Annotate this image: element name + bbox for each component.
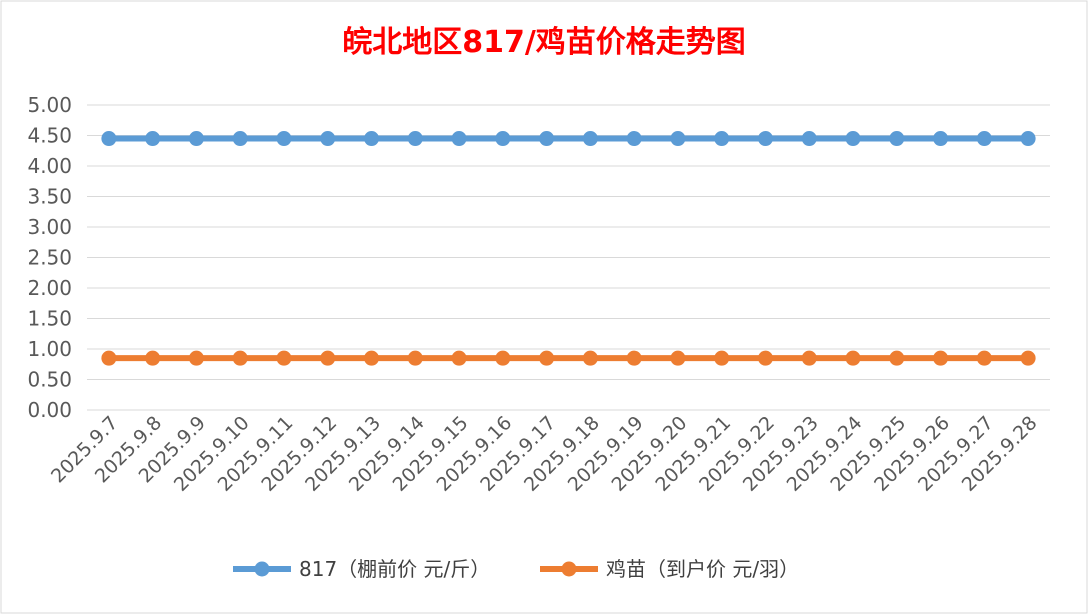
data-point — [670, 350, 686, 366]
data-point — [188, 131, 204, 147]
data-point — [451, 131, 467, 147]
data-point — [714, 350, 730, 366]
data-point — [582, 131, 598, 147]
y-tick-label: 1.00 — [27, 337, 72, 361]
data-point — [407, 131, 423, 147]
y-tick-label: 4.00 — [27, 154, 72, 178]
data-point — [101, 350, 117, 366]
data-point — [757, 131, 773, 147]
legend-item: 鸡苗（到户价 元/羽） — [540, 557, 799, 581]
data-point — [407, 350, 423, 366]
data-point — [889, 350, 905, 366]
y-tick-label: 3.50 — [27, 185, 72, 209]
y-tick-label: 4.50 — [27, 124, 72, 148]
data-point — [276, 350, 292, 366]
data-point — [889, 131, 905, 147]
data-point — [626, 131, 642, 147]
data-point — [145, 131, 161, 147]
data-point — [714, 131, 730, 147]
y-tick-label: 2.50 — [27, 246, 72, 270]
data-point — [539, 350, 555, 366]
y-axis-ticks: 0.00 0.50 1.00 1.50 2.00 2.50 3.00 3.50 4.00 4.50… — [27, 93, 72, 422]
y-tick-label: 5.00 — [27, 93, 72, 117]
data-point — [976, 131, 992, 147]
y-tick-label: 2.00 — [27, 276, 72, 300]
series-2 — [101, 350, 1036, 366]
data-point — [670, 131, 686, 147]
data-point — [626, 350, 642, 366]
data-point — [101, 131, 117, 147]
data-point — [320, 350, 336, 366]
legend: 817（棚前价 元/斤） 鸡苗（到户价 元/羽） — [233, 557, 799, 581]
data-point — [757, 350, 773, 366]
data-point — [495, 131, 511, 147]
legend-marker — [561, 561, 577, 577]
data-point — [801, 350, 817, 366]
gridlines — [87, 104, 1050, 411]
data-point — [539, 131, 555, 147]
data-point — [495, 350, 511, 366]
y-tick-label: 3.00 — [27, 215, 72, 239]
data-point — [1020, 350, 1036, 366]
chart-title: 皖北地区817/鸡苗价格走势图 — [342, 25, 746, 60]
data-point — [1020, 131, 1036, 147]
legend-label: 鸡苗（到户价 元/羽） — [606, 557, 799, 581]
data-point — [276, 131, 292, 147]
data-point — [976, 350, 992, 366]
y-tick-label: 1.50 — [27, 307, 72, 331]
data-point — [188, 350, 204, 366]
series-lines — [101, 131, 1036, 366]
data-point — [451, 350, 467, 366]
series-1 — [101, 131, 1036, 147]
data-point — [145, 350, 161, 366]
data-point — [845, 131, 861, 147]
data-point — [933, 350, 949, 366]
legend-marker — [254, 561, 270, 577]
data-point — [582, 350, 598, 366]
y-tick-label: 0.50 — [27, 368, 72, 392]
data-point — [933, 131, 949, 147]
data-point — [364, 131, 380, 147]
data-point — [232, 131, 248, 147]
data-point — [845, 350, 861, 366]
data-point — [320, 131, 336, 147]
legend-item: 817（棚前价 元/斤） — [233, 557, 490, 581]
data-point — [232, 350, 248, 366]
data-point — [801, 131, 817, 147]
y-tick-label: 0.00 — [27, 398, 72, 422]
data-point — [364, 350, 380, 366]
legend-label: 817（棚前价 元/斤） — [299, 557, 490, 581]
